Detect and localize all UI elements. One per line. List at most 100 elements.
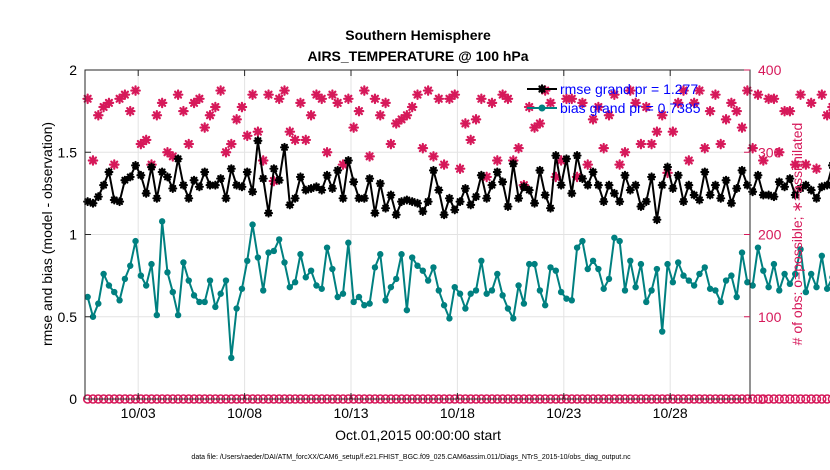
rmse-point-stroke bbox=[451, 206, 459, 214]
obs-possible-point bbox=[763, 394, 774, 404]
rmse-point bbox=[338, 193, 348, 203]
bias-point bbox=[127, 262, 134, 269]
legend-entry-rmse: rmse grand pr = 1.277 bbox=[527, 81, 698, 97]
obs-point bbox=[614, 159, 625, 170]
obs-point-stroke bbox=[312, 90, 321, 99]
obs-point bbox=[454, 163, 466, 174]
rmse-point bbox=[280, 142, 289, 152]
legend-bias-marker bbox=[538, 104, 546, 112]
y-right-tick-label: 300 bbox=[758, 144, 782, 160]
obs-point-stroke bbox=[232, 115, 241, 124]
rmse-point-stroke bbox=[142, 189, 150, 197]
rmse-point bbox=[577, 174, 587, 184]
obs-point-stroke bbox=[567, 94, 576, 103]
rmse-point-stroke bbox=[376, 180, 384, 188]
bias-point bbox=[201, 298, 208, 306]
obs-point bbox=[401, 109, 413, 121]
rmse-point bbox=[631, 180, 641, 190]
bias-point bbox=[786, 280, 794, 288]
obs-point-stroke bbox=[376, 111, 385, 120]
bias-point bbox=[414, 262, 421, 269]
rmse-point-stroke bbox=[153, 194, 161, 202]
obs-point bbox=[486, 97, 498, 109]
obs-point-stroke bbox=[658, 111, 667, 120]
bias-point bbox=[690, 282, 698, 289]
obs-point bbox=[816, 89, 828, 100]
rmse-point-stroke bbox=[786, 175, 794, 183]
obs-point bbox=[348, 122, 359, 133]
rmse-point-stroke bbox=[797, 184, 805, 192]
obs-point-stroke bbox=[386, 139, 395, 149]
obs-point-stroke bbox=[216, 86, 225, 95]
obs-point bbox=[279, 85, 290, 96]
rmse-point-stroke bbox=[515, 194, 523, 202]
obs-point bbox=[619, 146, 631, 158]
rmse-point-stroke bbox=[132, 161, 140, 169]
bias-point bbox=[531, 260, 538, 268]
rmse-point bbox=[333, 165, 343, 175]
bias-point bbox=[190, 292, 198, 299]
rmse-point-stroke bbox=[185, 194, 193, 202]
obs-point-stroke bbox=[674, 98, 683, 107]
bias-point bbox=[664, 260, 671, 268]
rmse-point-stroke bbox=[366, 175, 374, 183]
obs-possible-point bbox=[822, 394, 830, 404]
rmse-point-stroke bbox=[243, 168, 251, 176]
rmse-point-stroke bbox=[504, 203, 512, 211]
obs-point bbox=[247, 89, 258, 100]
bias-point bbox=[557, 288, 565, 296]
obs-point bbox=[545, 97, 556, 109]
obs-point-stroke bbox=[626, 86, 635, 95]
obs-point bbox=[811, 163, 822, 174]
obs-point bbox=[640, 101, 652, 113]
rmse-point-stroke bbox=[738, 166, 746, 174]
obs-point bbox=[327, 89, 338, 100]
bias-point bbox=[467, 290, 474, 297]
y-left-axis-ticks: 0 0.5 1 1.5 2 bbox=[58, 62, 91, 407]
rmse-point-stroke bbox=[280, 143, 289, 151]
rmse-point bbox=[705, 190, 715, 200]
obs-point-stroke bbox=[546, 98, 555, 107]
obs-point-stroke bbox=[700, 144, 709, 153]
legend-entry-bias: bias grand pr = 0.7385 bbox=[527, 100, 701, 116]
rmse-point bbox=[466, 200, 476, 210]
bias-point bbox=[648, 287, 655, 294]
rmse-point bbox=[168, 183, 178, 193]
bias-point bbox=[100, 270, 107, 278]
obs-point bbox=[305, 109, 317, 121]
rmse-point-stroke bbox=[387, 191, 395, 199]
rmse-point-stroke bbox=[733, 184, 741, 192]
obs-point bbox=[369, 93, 381, 105]
rmse-point bbox=[444, 193, 454, 203]
obs-point bbox=[688, 97, 700, 109]
obs-point bbox=[273, 93, 285, 105]
bias-point bbox=[728, 272, 735, 279]
obs-point-stroke bbox=[791, 160, 800, 169]
obs-point bbox=[428, 151, 439, 162]
obs-point-stroke bbox=[174, 90, 183, 99]
obs-point-stroke bbox=[583, 160, 592, 169]
bias-point bbox=[164, 269, 171, 276]
bias-point bbox=[228, 354, 235, 362]
rmse-point-stroke bbox=[445, 194, 453, 202]
rmse-point-stroke bbox=[632, 181, 640, 189]
rmse-point-stroke bbox=[201, 168, 209, 176]
rmse-point-stroke bbox=[653, 216, 661, 224]
legend-bias-label: bias grand pr = 0.7385 bbox=[560, 100, 701, 116]
rmse-point bbox=[700, 167, 710, 177]
obs-point-stroke bbox=[636, 139, 646, 149]
rmse-point-stroke bbox=[211, 181, 219, 189]
bias-point bbox=[818, 252, 826, 260]
bias-point bbox=[158, 218, 166, 225]
bias-point bbox=[238, 285, 246, 292]
obs-point-stroke bbox=[120, 90, 129, 99]
rmse-point bbox=[498, 177, 508, 187]
obs-point bbox=[289, 134, 301, 146]
obs-point-stroke bbox=[418, 144, 427, 153]
rmse-point-stroke bbox=[259, 175, 267, 183]
obs-point bbox=[656, 109, 668, 121]
rmse-point-stroke bbox=[541, 191, 549, 199]
obs-point bbox=[194, 93, 205, 105]
rmse-point-stroke bbox=[435, 186, 443, 194]
obs-point-stroke bbox=[142, 135, 151, 144]
